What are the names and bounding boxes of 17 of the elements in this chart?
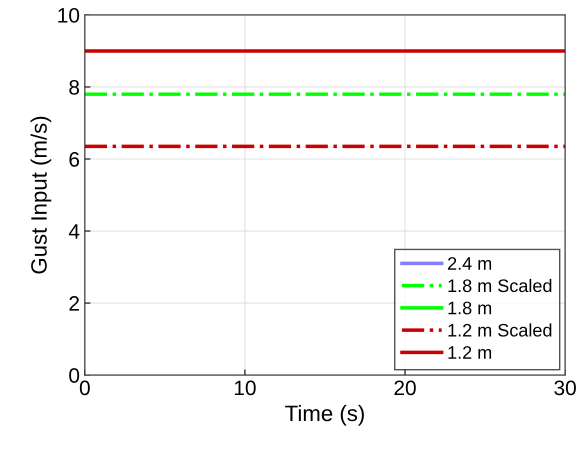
legend-label: 1.8 m: [448, 302, 492, 314]
x-tick-label: 10: [234, 380, 256, 396]
x-tick-label: 30: [554, 380, 576, 396]
y-tick-label: 4: [68, 224, 80, 239]
x-tick-label: 20: [394, 380, 416, 396]
y-tick-label: 6: [69, 152, 80, 167]
y-tick-label: 2: [69, 296, 79, 311]
x-tick-label: 0: [80, 380, 90, 396]
legend-label: 1.2 m: [448, 346, 492, 359]
y-tick-label: 8: [69, 80, 80, 95]
legend-label: 1.8 m Scaled: [448, 278, 552, 292]
y-tick-label: 10: [58, 8, 80, 23]
y-tick-label: 0: [69, 368, 80, 383]
y-axis-title: Gust Input (m/s): [30, 116, 52, 274]
legend-label: 1.2 m Scaled: [448, 323, 552, 337]
x-axis-title: Time (s): [285, 404, 364, 426]
legend-label: 2.4 m: [448, 257, 492, 270]
